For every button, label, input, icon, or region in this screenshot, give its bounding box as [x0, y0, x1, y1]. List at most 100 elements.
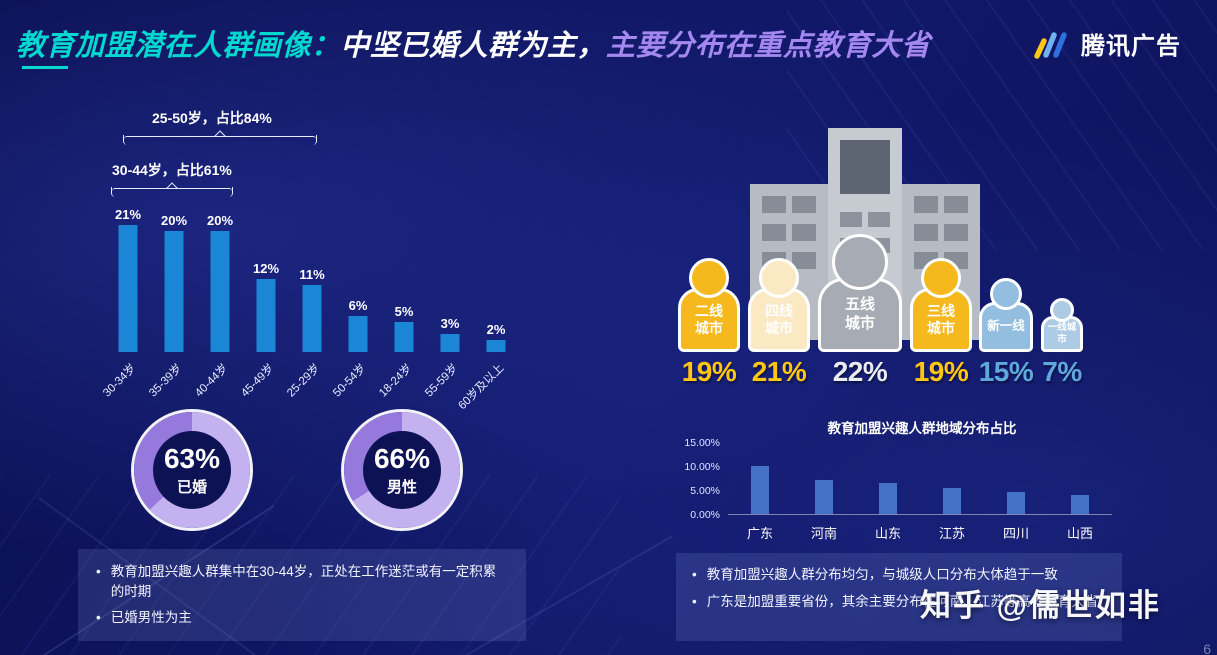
bar-value-label: 6% [348, 298, 368, 313]
bar-value-label: 2% [486, 322, 506, 337]
notes-right-box: • 教育加盟兴趣人群分布均匀，与城级人口分布大体趋于一致 • 广东是加盟重要省份，其余… [676, 553, 1122, 641]
bar [1007, 492, 1025, 514]
tier-label-line: 城市 [844, 315, 875, 332]
tier-percentage: 19% [913, 356, 969, 387]
age-bars: 21% 30-34岁 20% 35-39岁 20% 40-44岁 12% 45-49岁 11% 2… [101, 202, 519, 412]
y-tick-label: 10.00% [684, 460, 720, 473]
y-tick-label: 5.00% [690, 484, 720, 497]
x-axis-label: 30-34岁 [101, 362, 139, 400]
bar-value-label: 21% [114, 207, 142, 222]
age-bar-group: 12% 45-49岁 [239, 202, 289, 400]
age-bar-group: 2% 60岁及以上 [457, 202, 519, 412]
bar [815, 480, 833, 514]
person-head-icon [832, 234, 888, 290]
tier-label-line: 城市 [765, 320, 793, 336]
y-tick-label: 15.00% [684, 437, 720, 449]
x-axis-label: 55-59岁 [423, 362, 461, 400]
bar [348, 316, 368, 352]
bracket-84 [123, 130, 317, 147]
tier-label-line: 四线 [765, 302, 793, 319]
tier-label-line: 城市 [927, 320, 955, 336]
bar [486, 340, 506, 352]
age-annotation-61: 30-44岁，占比61% [112, 162, 232, 178]
tier-percentage: 15% [978, 356, 1034, 387]
x-axis-label: 广东 [746, 526, 773, 541]
brand-logo: 腾讯广告 [1033, 26, 1181, 61]
tier-percentage: 21% [751, 356, 807, 387]
bullet-icon: • [96, 564, 101, 579]
title-segment-cyan: 教育加盟潜在人群画像： [16, 30, 341, 62]
x-axis-label: 45-49岁 [239, 362, 277, 400]
bullet-icon: • [692, 567, 697, 582]
person-head-icon [990, 278, 1022, 310]
bar [751, 466, 769, 514]
x-axis-label: 山东 [874, 526, 901, 541]
region-bar-group [856, 482, 920, 514]
region-chart-body: 15.00% 10.00% 5.00% 0.00% [676, 437, 1120, 521]
watermark: 知乎 @儒世如非 [920, 588, 1161, 623]
region-bar-group [728, 466, 792, 514]
person-body-icon: 四线 城市 [748, 288, 810, 352]
tier-label-line: 一线城市 [1047, 322, 1077, 345]
x-axis-label: 35-39岁 [147, 362, 185, 400]
bar-value-label: 20% [160, 213, 188, 228]
person-head-icon [759, 258, 799, 298]
donut-center: 63% 已婚 [153, 431, 231, 509]
bar-value-label: 20% [206, 213, 234, 228]
bar [302, 285, 322, 352]
bullet-icon: • [692, 593, 697, 609]
note-item: • 已婚男性为主 [96, 608, 508, 628]
donut-label: 已婚 [176, 479, 207, 496]
note-text: 教育加盟兴趣人群分布均匀，与城级人口分布大体趋于一致 [706, 567, 1058, 582]
city-figure: 二线 城市 [674, 258, 744, 352]
bar [256, 279, 276, 352]
city-figure: 三线 城市 [906, 258, 976, 352]
title-segment-white: 中坚已婚人群为主， [340, 30, 607, 62]
tier-label-line: 五线 [844, 296, 875, 314]
region-y-axis: 15.00% 10.00% 5.00% 0.00% [676, 437, 728, 521]
donut-center: 66% 男性 [363, 431, 441, 509]
notes-right-list: • 教育加盟兴趣人群分布均匀，与城级人口分布大体趋于一致 • 广东是加盟重要省份，其余… [692, 565, 1106, 611]
note-text: 广东是加盟重要省份，其余主要分布在河南、江苏等高考教育大省 [706, 593, 1099, 609]
x-axis-label: 50-54岁 [331, 362, 369, 400]
person-body-icon: 三线 城市 [910, 288, 972, 352]
x-axis-label: 40-44岁 [193, 362, 231, 400]
x-axis-label: 18-24岁 [377, 362, 415, 400]
bar [1071, 494, 1089, 514]
x-axis-label: 四川 [1002, 526, 1029, 541]
person-head-icon [1050, 298, 1074, 322]
tier-label-line: 三线 [927, 302, 955, 319]
region-bar-group [984, 492, 1048, 514]
city-figure: 四线 城市 [744, 258, 814, 352]
bar [164, 231, 184, 352]
region-categories: 广东 河南 山东 江苏 四川 山西 [728, 523, 1112, 542]
bar-value-label: 5% [394, 304, 414, 319]
x-axis-label: 河南 [810, 526, 837, 541]
person-head-icon [689, 258, 729, 298]
note-item: • 教育加盟兴趣人群集中在30-44岁，正处在工作迷茫或有一定积累的时期 [96, 562, 508, 601]
bar [210, 231, 230, 352]
x-axis-label: 山西 [1066, 526, 1093, 541]
age-bar-group: 20% 40-44岁 [193, 202, 243, 400]
x-axis-label: 60岁及以上 [456, 362, 507, 413]
city-figure: 一线城市 [1036, 298, 1088, 352]
note-item: • 教育加盟兴趣人群分布均匀，与城级人口分布大体趋于一致 [692, 565, 1106, 585]
tier-percentage: 7% [1042, 356, 1082, 387]
age-bar-group: 11% 25-29岁 [285, 202, 335, 400]
age-bar-group: 6% 50-54岁 [331, 202, 381, 400]
bar-value-label: 12% [252, 261, 280, 276]
bracket-61 [111, 182, 233, 199]
person-body-icon: 一线城市 [1041, 316, 1083, 352]
bar-value-label: 3% [440, 316, 460, 331]
region-bar-group [792, 480, 856, 514]
person-head-icon [921, 258, 961, 298]
notes-left-box: • 教育加盟兴趣人群集中在30-44岁，正处在工作迷茫或有一定积累的时期 • 已婚男性… [78, 549, 526, 641]
city-percentages: 19% 21% 22% 19% 15% 7% [674, 356, 1088, 388]
person-body-icon: 五线 城市 [818, 278, 902, 352]
note-item: • 广东是加盟重要省份，其余主要分布在河南、江苏等高考教育大省 [692, 592, 1106, 612]
city-figure: 新一线 [976, 278, 1036, 352]
bullet-icon: • [96, 610, 101, 626]
page-number: 6 [1203, 641, 1211, 655]
region-bar-group [920, 487, 984, 514]
